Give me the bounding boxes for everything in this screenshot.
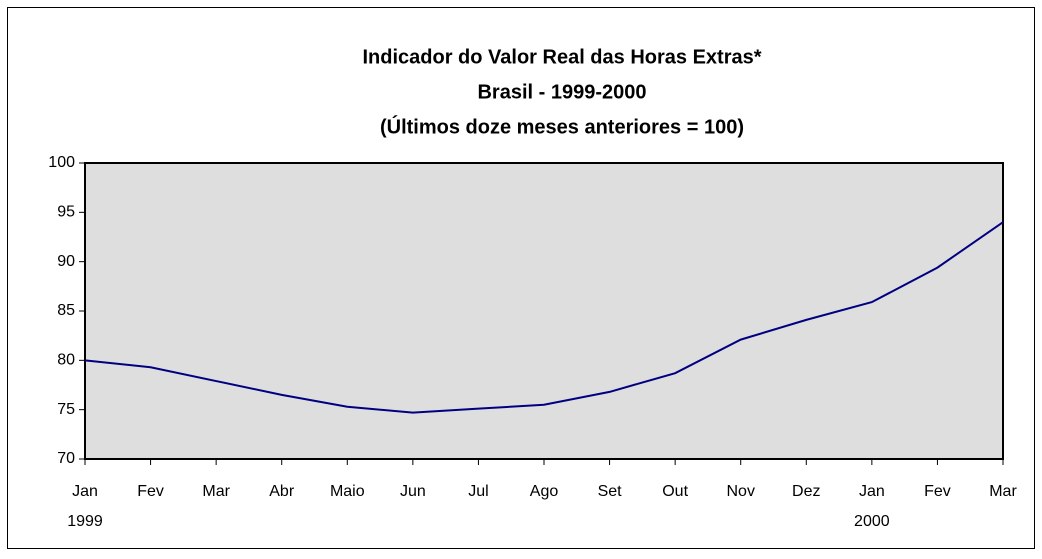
y-tick-label: 90 xyxy=(57,253,75,270)
x-tick-label: Jul xyxy=(468,483,488,500)
x-tick-label: Jan xyxy=(859,483,885,500)
x-tick-label: Fev xyxy=(137,483,164,500)
data-line xyxy=(84,221,1004,414)
x-tick-label: Mar xyxy=(202,483,230,500)
x-tick-label: Fev xyxy=(924,483,951,500)
x-tick-label: Jan xyxy=(72,483,98,500)
chart-subtitle: (Últimos doze meses anteriores = 100) xyxy=(380,114,744,138)
y-tick-label: 75 xyxy=(57,401,75,418)
y-tick-label: 85 xyxy=(57,302,75,319)
x-tick-label: Ago xyxy=(530,483,559,500)
plot-area xyxy=(84,162,1004,460)
x-tick-label: Abr xyxy=(269,483,295,500)
y-tick-label: 100 xyxy=(48,154,75,171)
y-tick-label: 80 xyxy=(57,352,75,369)
x-tick-label: Set xyxy=(598,483,623,500)
x-tick-label: Maio xyxy=(330,483,365,500)
x-tick-label: Dez xyxy=(792,483,820,500)
x-year-label: 2000 xyxy=(854,513,890,530)
x-tick-label: Nov xyxy=(726,483,754,500)
x-tick-label: Jun xyxy=(400,483,426,500)
x-tick-label: Out xyxy=(662,483,688,500)
x-year-label: 1999 xyxy=(67,513,103,530)
y-tick-label: 95 xyxy=(57,204,75,221)
chart-subtitle: Brasil - 1999-2000 xyxy=(477,81,646,103)
chart-title: Indicador do Valor Real das Horas Extras… xyxy=(362,46,761,68)
x-tick-label: Mar xyxy=(989,483,1017,500)
y-tick-label: 70 xyxy=(57,450,75,467)
